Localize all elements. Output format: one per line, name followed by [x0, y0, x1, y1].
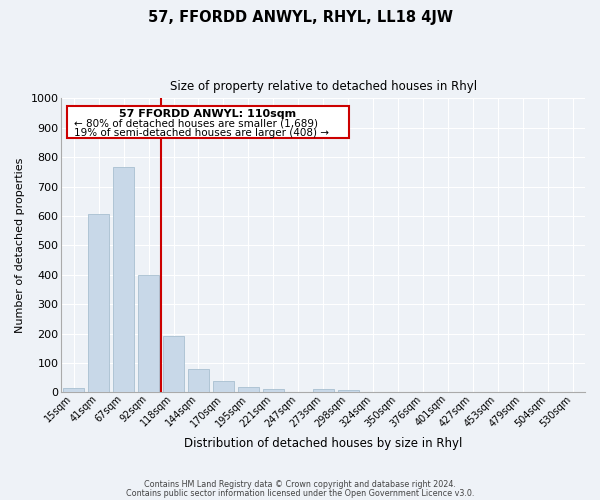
Bar — [63, 388, 85, 392]
Bar — [188, 370, 209, 392]
Bar — [213, 380, 234, 392]
Bar — [238, 387, 259, 392]
Text: Contains public sector information licensed under the Open Government Licence v3: Contains public sector information licen… — [126, 488, 474, 498]
Bar — [138, 275, 159, 392]
Bar — [88, 214, 109, 392]
Title: Size of property relative to detached houses in Rhyl: Size of property relative to detached ho… — [170, 80, 477, 93]
Text: 57, FFORDD ANWYL, RHYL, LL18 4JW: 57, FFORDD ANWYL, RHYL, LL18 4JW — [148, 10, 452, 25]
Bar — [338, 390, 359, 392]
Text: 19% of semi-detached houses are larger (408) →: 19% of semi-detached houses are larger (… — [74, 128, 329, 138]
Bar — [313, 390, 334, 392]
Bar — [113, 168, 134, 392]
Text: 57 FFORDD ANWYL: 110sqm: 57 FFORDD ANWYL: 110sqm — [119, 109, 296, 119]
Bar — [163, 336, 184, 392]
Bar — [263, 389, 284, 392]
FancyBboxPatch shape — [67, 106, 349, 138]
Text: ← 80% of detached houses are smaller (1,689): ← 80% of detached houses are smaller (1,… — [74, 119, 319, 129]
Text: Contains HM Land Registry data © Crown copyright and database right 2024.: Contains HM Land Registry data © Crown c… — [144, 480, 456, 489]
X-axis label: Distribution of detached houses by size in Rhyl: Distribution of detached houses by size … — [184, 437, 463, 450]
Y-axis label: Number of detached properties: Number of detached properties — [15, 158, 25, 333]
